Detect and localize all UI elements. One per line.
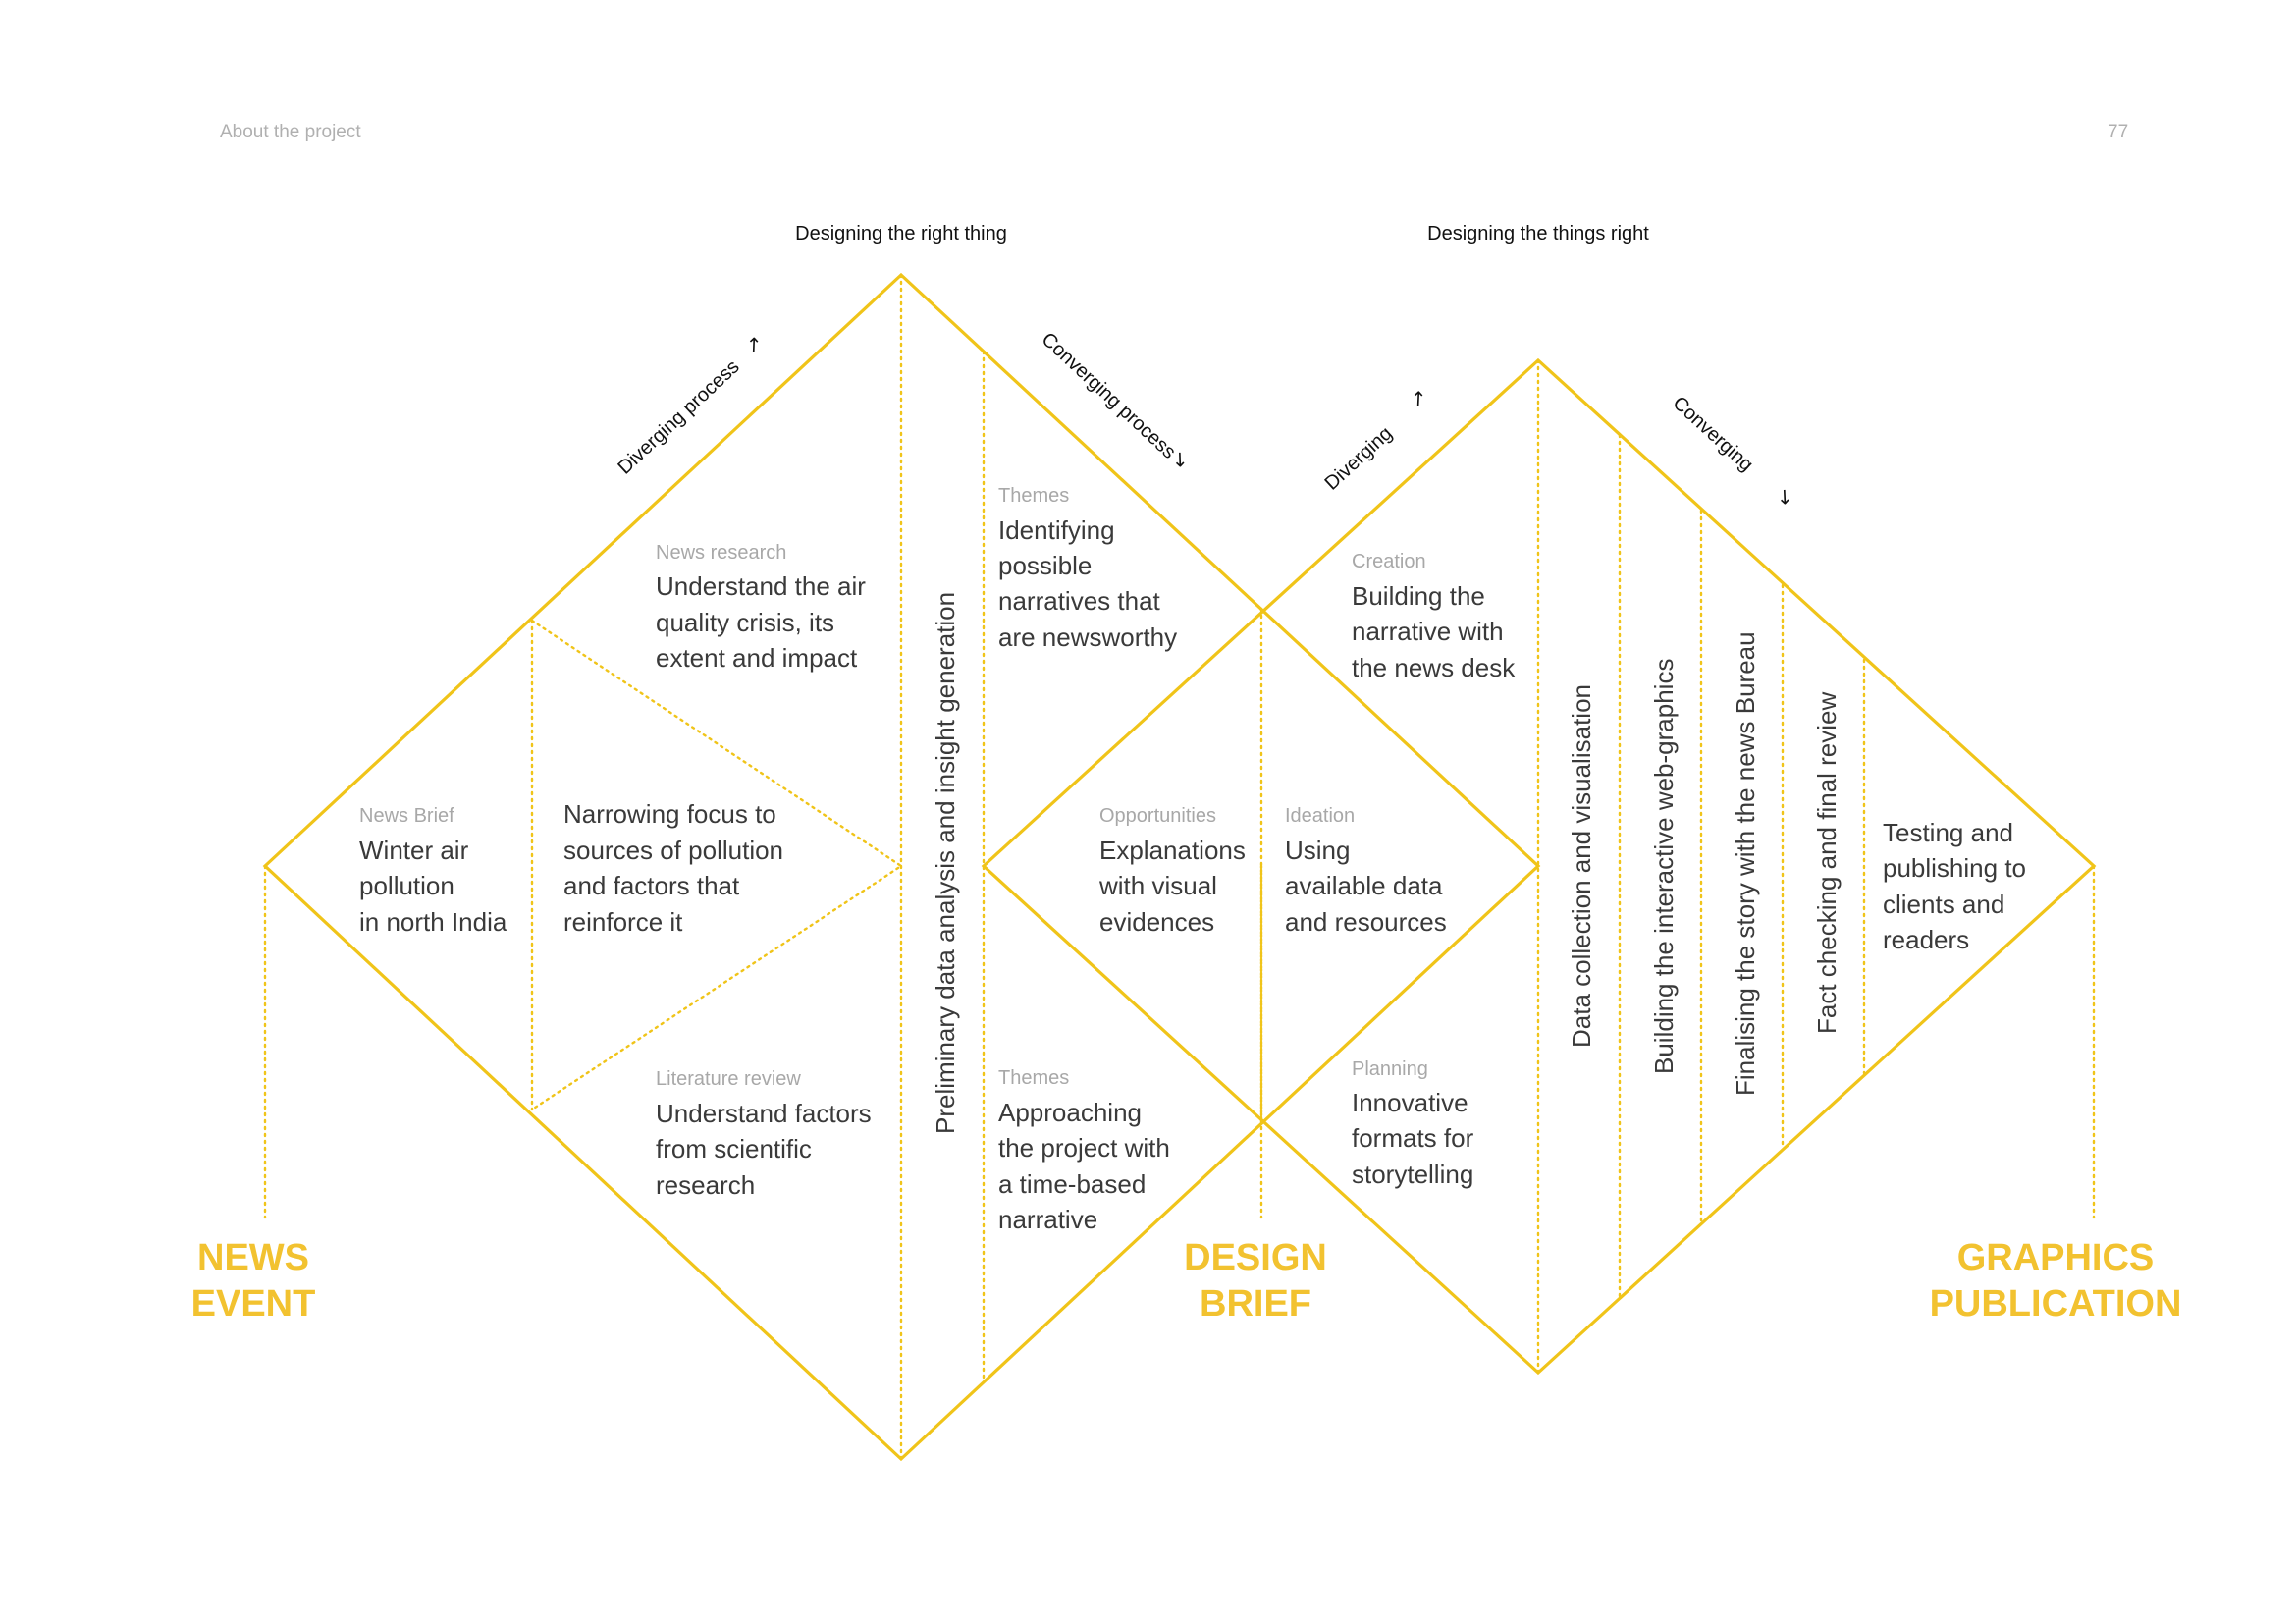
news-research-line: extent and impact: [656, 643, 858, 673]
arrow-ne-icon: ↗: [1405, 385, 1431, 412]
opportunities-line: with visual: [1098, 871, 1217, 900]
themes-bottom-line: Approaching: [998, 1098, 1142, 1127]
themes-top-line: narratives that: [998, 586, 1161, 616]
design-brief-milestone: DESIGN: [1184, 1237, 1327, 1278]
news-brief-line: in north India: [359, 907, 507, 937]
news-brief-line: pollution: [359, 871, 454, 900]
ideation-line: available data: [1285, 871, 1443, 900]
creation-line: narrative with: [1352, 617, 1504, 646]
narrowing-line: reinforce it: [563, 907, 683, 937]
news-research-label: News research: [656, 542, 786, 564]
diverging-label: Diverging: [1321, 422, 1397, 494]
opportunities-label: Opportunities: [1099, 805, 1216, 827]
finalising-story-step: Finalising the story with the news Burea…: [1731, 631, 1760, 1096]
creation-line: the news desk: [1352, 653, 1516, 682]
creation-line: Building the: [1352, 581, 1485, 611]
testing-line: Testing and: [1883, 818, 2013, 847]
phase-left-title: Designing the right thing: [795, 223, 1007, 244]
planning-label: Planning: [1352, 1058, 1428, 1080]
planning-line: formats for: [1352, 1123, 1474, 1153]
opportunities-line: Explanations: [1099, 836, 1246, 865]
ideation-line: Using: [1285, 836, 1350, 865]
narrowing-line: Narrowing focus to: [563, 799, 776, 829]
graphics-publication-milestone: PUBLICATION: [1930, 1283, 2182, 1325]
themes-top-label: Themes: [998, 485, 1069, 507]
themes-bottom-label: Themes: [998, 1067, 1069, 1089]
news-research-line: Understand the air: [656, 571, 866, 601]
testing-line: publishing to: [1883, 853, 2026, 883]
themes-top-line: Identifying: [998, 515, 1115, 545]
themes-bottom-line: a time-based: [998, 1169, 1146, 1199]
creation-label: Creation: [1352, 551, 1426, 572]
converging-label: Converging: [1669, 392, 1757, 475]
news-research-line: quality crisis, its: [656, 608, 834, 637]
preliminary-analysis-step: Preliminary data analysis and insight ge…: [931, 592, 960, 1134]
news-event-milestone: NEWS: [197, 1237, 309, 1278]
themes-bottom-line: narrative: [998, 1205, 1097, 1234]
literature-review-label: Literature review: [656, 1068, 801, 1090]
phase-right-title: Designing the things right: [1427, 223, 1649, 244]
narrowing-line: sources of pollution: [563, 836, 783, 865]
news-brief-label: News Brief: [359, 805, 454, 827]
news-event-milestone: EVENT: [191, 1283, 316, 1325]
building-web-graphics-step: Building the interactive web-graphics: [1649, 659, 1679, 1074]
literature-review-line: research: [656, 1170, 755, 1200]
themes-top-line: are newsworthy: [998, 623, 1177, 652]
narrowing-triangle: [530, 619, 904, 1111]
news-brief-line: Winter air: [359, 836, 469, 865]
planning-line: storytelling: [1352, 1160, 1473, 1189]
testing-line: readers: [1883, 925, 1969, 954]
ideation-line: and resources: [1285, 907, 1447, 937]
planning-line: Innovative: [1352, 1088, 1468, 1117]
left-diamond: [262, 272, 1541, 1462]
arrow-se-icon: ↘: [1771, 483, 1797, 511]
data-collection-step: Data collection and visualisation: [1567, 684, 1596, 1048]
themes-top-line: possible: [998, 551, 1092, 580]
section-title: About the project: [220, 122, 361, 142]
opportunities-line: evidences: [1099, 907, 1214, 937]
narrowing-line: and factors that: [563, 871, 740, 900]
graphics-publication-milestone: GRAPHICS: [1957, 1237, 2155, 1278]
fact-checking-step: Fact checking and final review: [1812, 691, 1842, 1034]
page-number: 77: [2108, 122, 2129, 142]
design-brief-milestone: BRIEF: [1200, 1283, 1311, 1325]
themes-bottom-line: the project with: [998, 1133, 1170, 1163]
testing-line: clients and: [1883, 890, 2004, 919]
converging-process-label: Converging process: [1038, 329, 1180, 463]
arrow-ne-icon: ↗: [740, 332, 767, 359]
literature-review-line: Understand factors: [656, 1099, 872, 1128]
literature-review-line: from scientific: [656, 1134, 812, 1164]
ideation-label: Ideation: [1285, 805, 1355, 827]
diverging-process-label: Diverging process: [614, 356, 743, 479]
